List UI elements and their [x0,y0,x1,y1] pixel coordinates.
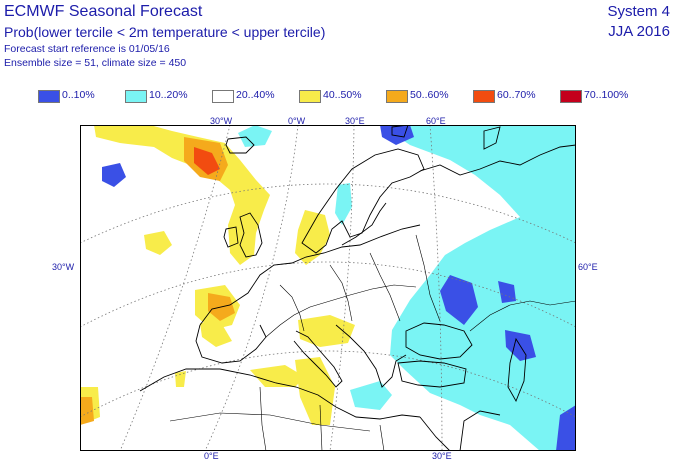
ensemble-info: Ensemble size = 51, climate size = 450 [4,57,187,69]
forecast-reference: Forecast start reference is 01/05/16 [4,43,170,55]
balkans-coast [335,324,407,388]
africa-coast [139,368,421,420]
arabia-coast [459,410,501,451]
map-label-bottom-30e: 30°E [432,451,452,461]
legend-label: 0..10% [62,89,95,101]
ireland-coast [223,226,239,248]
legend-swatch [386,90,408,103]
map-label-top-30e: 30°E [345,116,365,126]
legend-label: 60..70% [497,89,536,101]
legend-label: 70..100% [584,89,629,101]
legend-swatch [38,90,60,103]
baltic-coast [341,202,387,246]
legend-swatch [560,90,582,103]
map-label-top-60e: 60°E [426,116,446,126]
legend-swatch [473,90,495,103]
caspian-coast [507,337,527,403]
country-borders [169,234,576,451]
legend-label: 40..50% [323,89,362,101]
anatolia-coast [397,360,467,388]
probability-fill-60-70 [194,147,220,175]
europe-coast [199,224,421,326]
forecast-map [80,125,576,451]
graticule [80,125,576,451]
novaya-zemlya-coast [483,126,501,150]
iceland-coast [225,136,255,154]
coastlines [139,125,576,451]
italy-coast [293,330,343,388]
map-label-left-30w: 30°W [52,262,75,272]
map-label-bottom-0e: 0°E [204,451,219,461]
legend-swatch [299,90,321,103]
scandinavia-coast [301,148,425,254]
system-label: System 4 [607,3,670,20]
legend-swatch [212,90,234,103]
russia-north-coast [419,144,576,176]
chart-subtitle: Prob(lower tercile < 2m temperature < up… [4,24,326,40]
black-sea-coast [405,322,473,360]
iberia-coast [195,324,267,364]
britain-coast [239,212,263,258]
legend-label: 50..60% [410,89,449,101]
red-sea-coast [419,416,451,451]
legend-label: 10..20% [149,89,188,101]
legend-label: 20..40% [236,89,275,101]
legend-swatch [125,90,147,103]
map-label-top-0w: 0°W [288,116,306,126]
chart-title: ECMWF Seasonal Forecast [4,3,203,20]
map-label-top-30w: 30°W [210,116,233,126]
probability-fill-10-20 [238,125,576,451]
map-label-right-60e: 60°E [578,262,598,272]
season-label: JJA 2016 [608,23,670,40]
